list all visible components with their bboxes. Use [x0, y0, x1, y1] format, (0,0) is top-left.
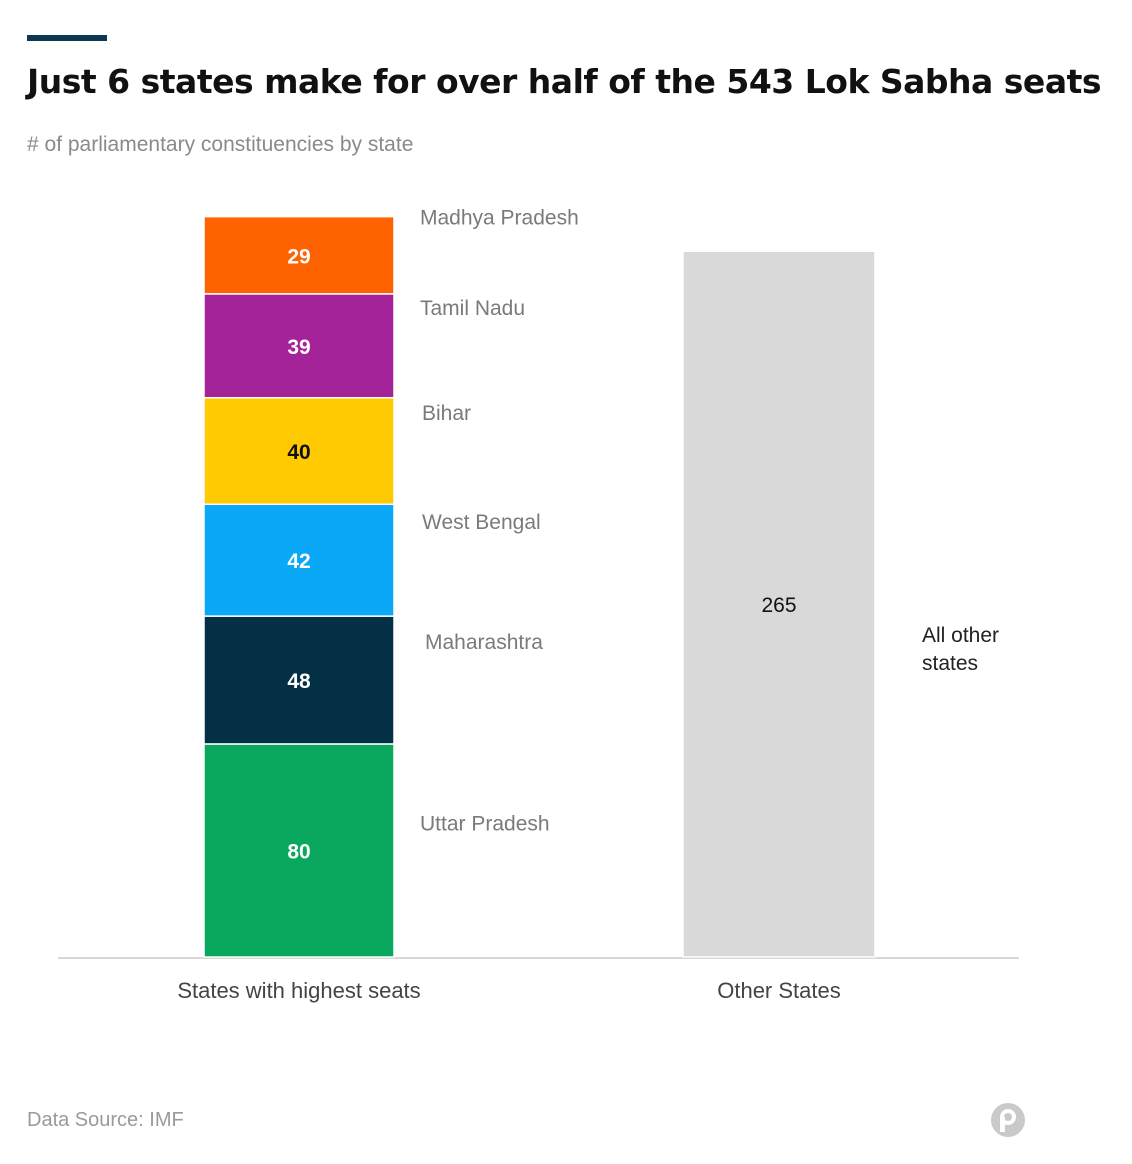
chart-subtitle: # of parliamentary constituencies by sta… [27, 133, 414, 156]
series-label: Bihar [422, 402, 471, 425]
bar-segment [203, 293, 395, 399]
bar-segment [203, 615, 395, 745]
bar-segment [682, 250, 876, 958]
series-label: West Bengal [422, 511, 541, 534]
series-label: Madhya Pradesh [420, 206, 579, 229]
data-label: 265 [761, 594, 796, 617]
series-label: Maharashtra [425, 631, 543, 654]
data-source: Data Source: IMF [27, 1109, 184, 1131]
bar-segment [203, 503, 395, 617]
data-label: 29 [287, 245, 310, 268]
series-label: Uttar Pradesh [420, 812, 550, 835]
data-label: 40 [287, 441, 310, 464]
accent-bar [27, 35, 107, 41]
bar-segment [203, 215, 395, 295]
series-label: Tamil Nadu [420, 297, 525, 320]
data-label: 48 [287, 670, 311, 693]
series-label: All other states [922, 624, 999, 675]
chart-title: Just 6 states make for over half of the … [27, 62, 1102, 101]
category-label: States with highest seats [177, 978, 420, 1003]
data-label: 80 [287, 840, 310, 863]
data-label: 39 [287, 336, 310, 359]
data-label: 42 [287, 550, 310, 573]
category-label: Other States [717, 978, 841, 1003]
publisher-logo-icon [991, 1103, 1025, 1137]
bar-segment [203, 743, 395, 958]
